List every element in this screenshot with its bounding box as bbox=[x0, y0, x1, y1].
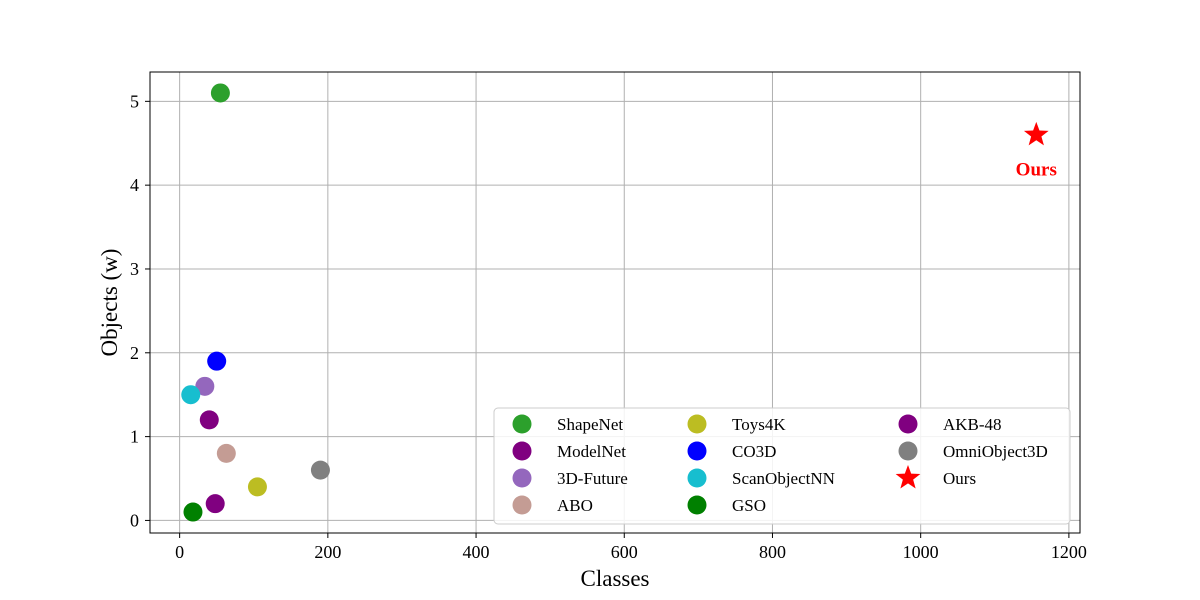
point-scanobjectnn bbox=[181, 385, 201, 405]
point-ours bbox=[1023, 121, 1049, 146]
legend-entry-toys4k: Toys4K bbox=[732, 415, 786, 434]
legend-marker-modelnet bbox=[512, 441, 532, 461]
legend-entry-omniobject3d: OmniObject3D bbox=[943, 442, 1048, 461]
y-tick-label: 0 bbox=[130, 510, 139, 530]
y-tick-label: 5 bbox=[130, 91, 139, 111]
legend-marker-gso bbox=[687, 495, 707, 515]
annotations: Ours bbox=[1016, 159, 1057, 180]
legend-marker-3d-future bbox=[512, 468, 532, 488]
x-tick-label: 0 bbox=[175, 542, 184, 562]
y-axis-label: Objects (w) bbox=[97, 249, 122, 357]
point-akb-48 bbox=[205, 494, 225, 514]
legend-entry-scanobjectnn: ScanObjectNN bbox=[732, 469, 835, 488]
legend-marker-scanobjectnn bbox=[687, 468, 707, 488]
point-omniobject3d bbox=[310, 460, 330, 480]
legend-marker-toys4k bbox=[687, 414, 707, 434]
legend-entry-shapenet: ShapeNet bbox=[557, 415, 623, 434]
y-tick-label: 4 bbox=[130, 175, 139, 195]
ticks: 0 200 400 600 800 1000 1200 0 1 2 3 4 5 bbox=[130, 91, 1087, 562]
point-co3d bbox=[207, 351, 227, 371]
plot-frame bbox=[149, 71, 1081, 534]
data-points bbox=[181, 83, 1049, 522]
point-modelnet bbox=[199, 410, 219, 430]
x-tick-label: 1200 bbox=[1051, 542, 1087, 562]
y-tick-label: 1 bbox=[130, 427, 139, 447]
legend-marker-akb-48 bbox=[898, 414, 918, 434]
y-tick-label: 3 bbox=[130, 259, 139, 279]
legend-marker-shapenet bbox=[512, 414, 532, 434]
legend-box bbox=[493, 407, 1071, 525]
legend: ShapeNet ModelNet 3D-Future ABO Toys4K CO3D Sc… bbox=[493, 407, 1071, 525]
y-tick-label: 2 bbox=[130, 343, 139, 363]
point-shapenet bbox=[210, 83, 230, 103]
x-tick-label: 1000 bbox=[903, 542, 939, 562]
legend-entry-abo: ABO bbox=[557, 496, 593, 515]
x-tick-label: 400 bbox=[463, 542, 490, 562]
legend-marker-co3d bbox=[687, 441, 707, 461]
legend-entry-gso: GSO bbox=[732, 496, 766, 515]
legend-entry-3d-future: 3D-Future bbox=[557, 469, 628, 488]
x-tick-label: 600 bbox=[611, 542, 638, 562]
legend-entry-modelnet: ModelNet bbox=[557, 442, 626, 461]
legend-marker-omniobject3d bbox=[898, 441, 918, 461]
legend-entry-co3d: CO3D bbox=[732, 442, 776, 461]
point-3d-future bbox=[195, 376, 215, 396]
point-abo bbox=[216, 443, 236, 463]
x-tick-label: 800 bbox=[759, 542, 786, 562]
legend-entry-ours: Ours bbox=[943, 469, 976, 488]
annotation-label: Ours bbox=[1016, 159, 1057, 180]
point-toys4k bbox=[247, 477, 267, 497]
legend-marker-abo bbox=[512, 495, 532, 515]
point-gso bbox=[183, 502, 203, 522]
x-tick-label: 200 bbox=[314, 542, 341, 562]
legend-marker-ours bbox=[895, 465, 921, 489]
x-axis-label: Classes bbox=[581, 566, 650, 591]
legend-entry-akb-48: AKB-48 bbox=[943, 415, 1002, 434]
